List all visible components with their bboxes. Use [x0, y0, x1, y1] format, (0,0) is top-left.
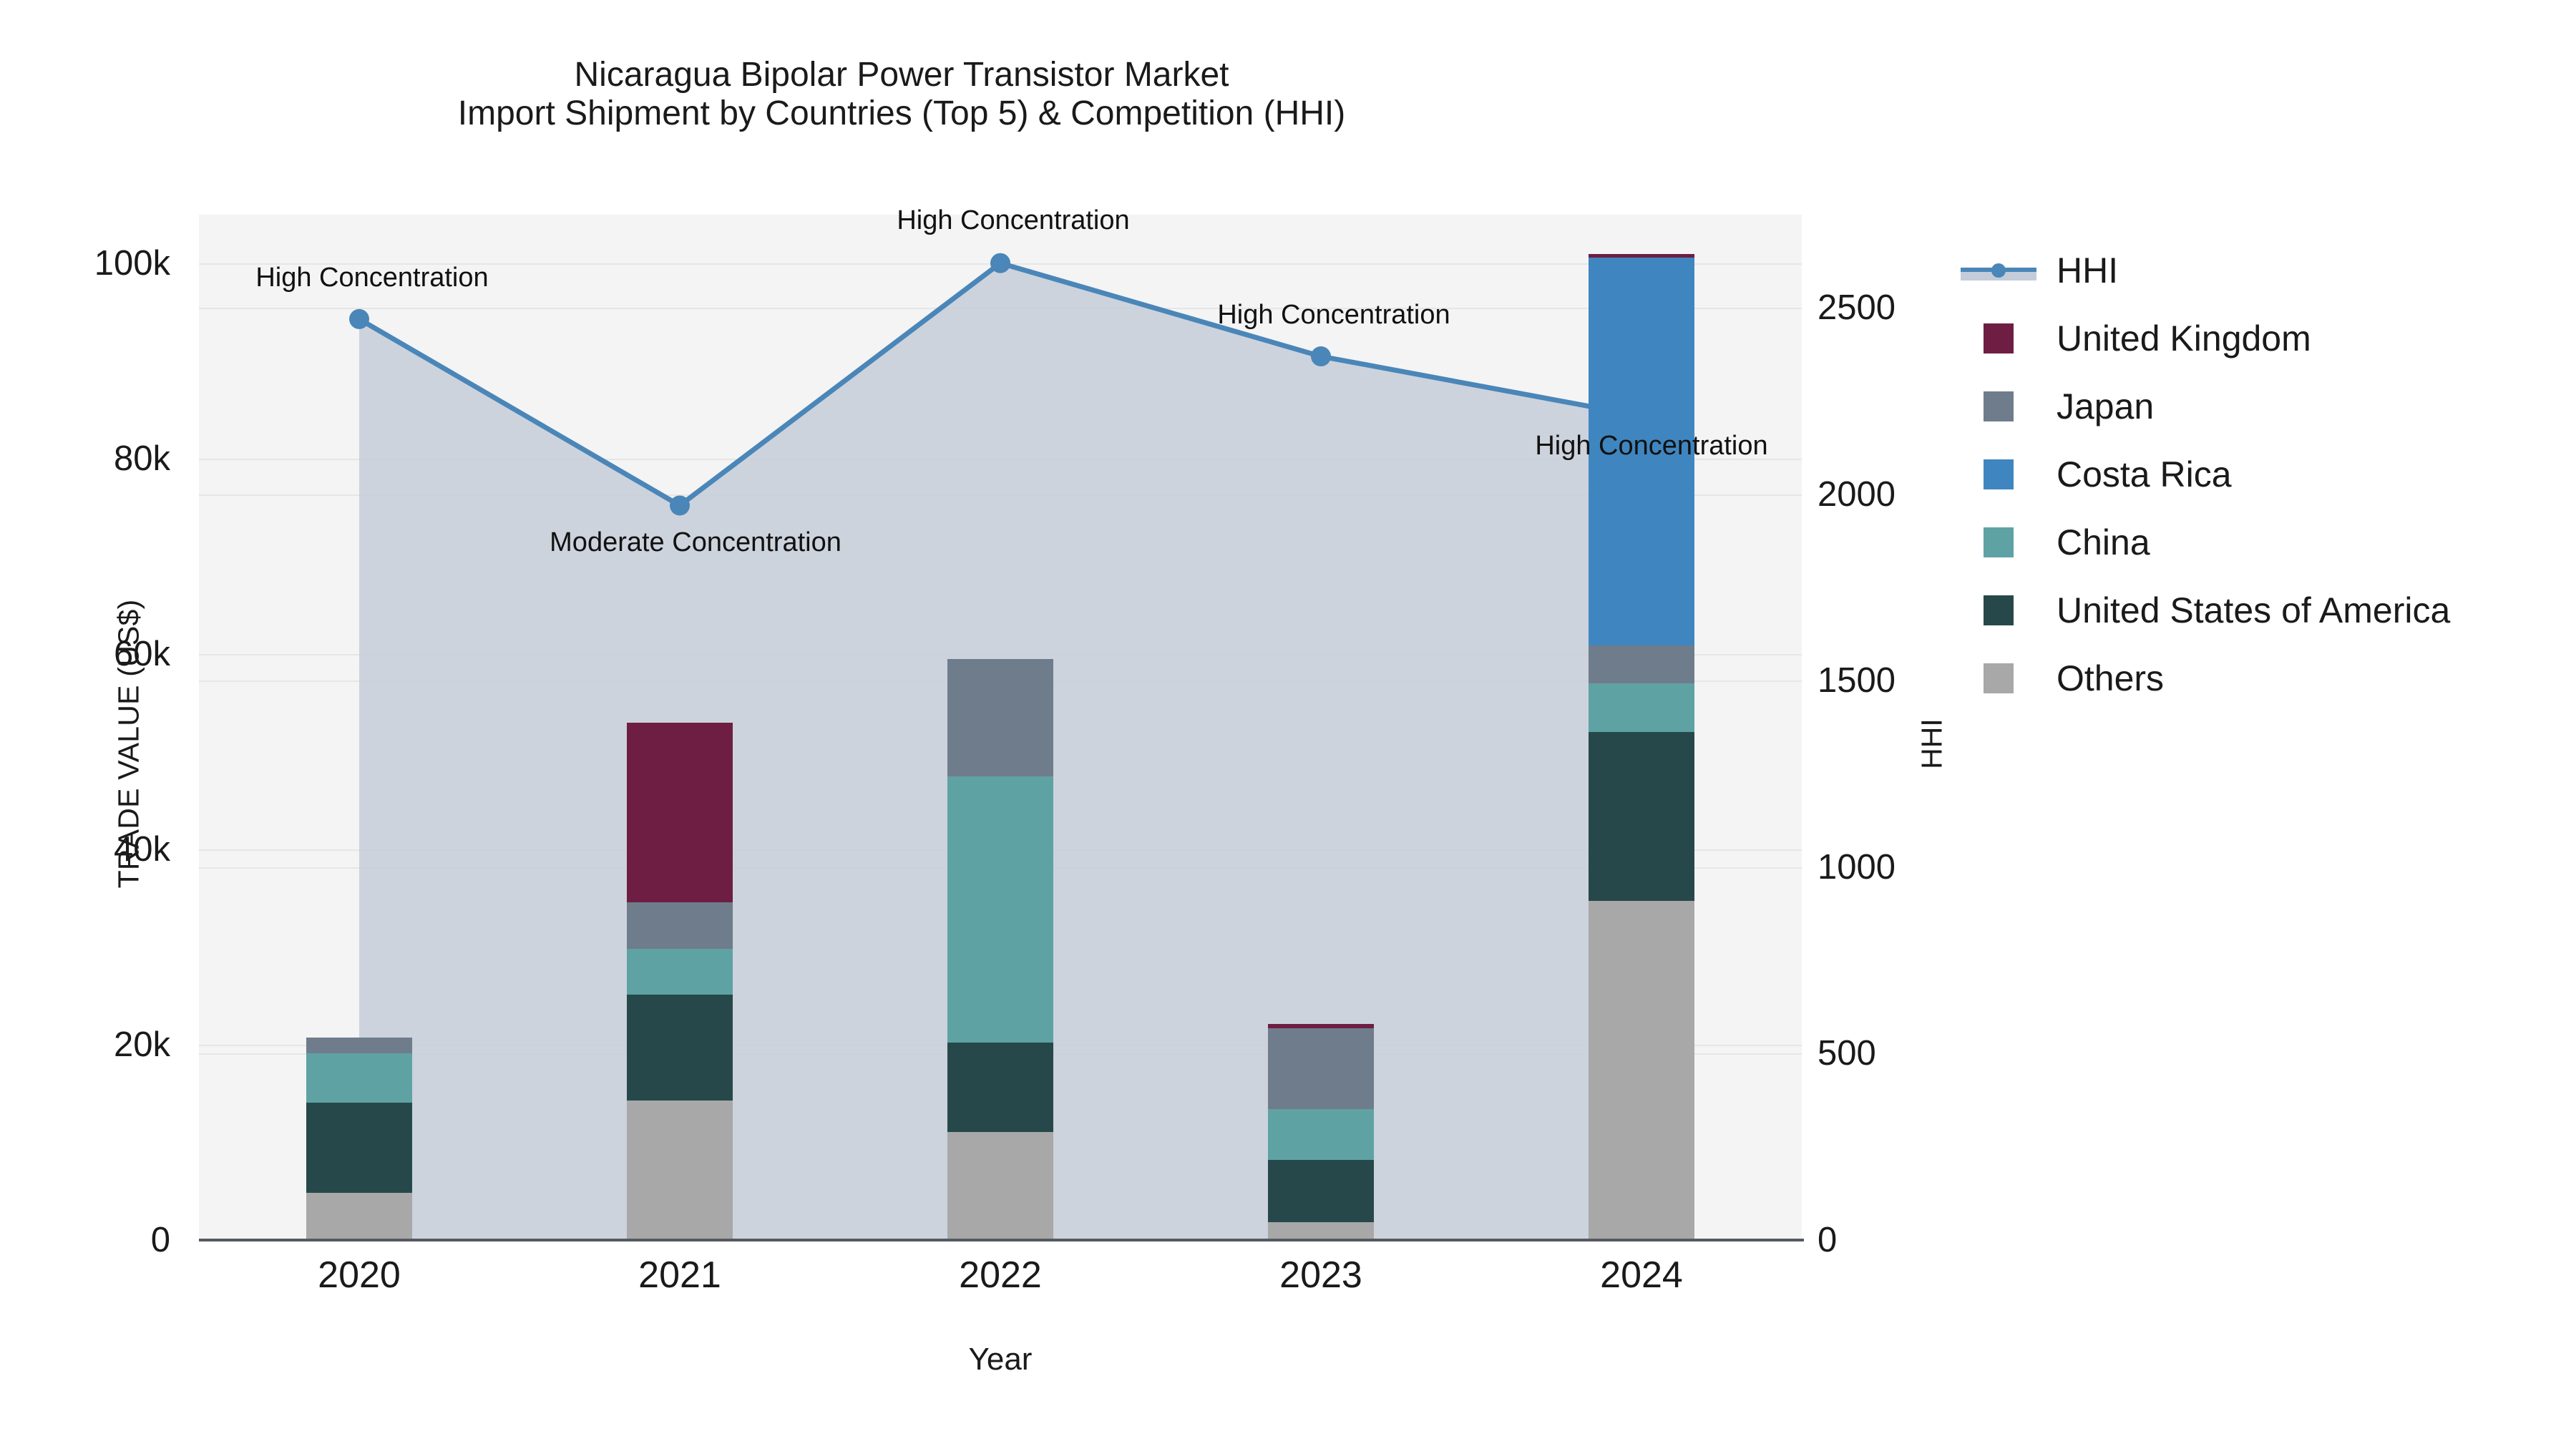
x-tick-2022: 2022: [959, 1254, 1042, 1296]
legend-label: China: [2057, 522, 2150, 562]
bar-group-2023: [1268, 215, 1374, 1240]
legend-label: United States of America: [2057, 590, 2451, 630]
bar-segment-others-2020[interactable]: [306, 1193, 412, 1240]
y-tick-right-500: 500: [1818, 1034, 1876, 1073]
legend: HHI United Kingdom Japan Costa Rica China Uni…: [1961, 236, 2450, 712]
y-tick-right-2000: 2000: [1818, 474, 1896, 514]
bar-segment-united-states-of-america-2020[interactable]: [306, 1102, 412, 1194]
bar-segment-china-2022[interactable]: [947, 776, 1053, 1043]
y-tick-right-1000: 1000: [1818, 847, 1896, 887]
legend-item-china[interactable]: China: [1961, 508, 2450, 576]
legend-line-marker-icon: [1991, 263, 2006, 278]
legend-swatch-key: [1961, 459, 2036, 489]
legend-label: Japan: [2057, 386, 2155, 426]
bar-segment-china-2020[interactable]: [306, 1053, 412, 1103]
y-tick-left-40k: 40k: [113, 830, 170, 869]
legend-swatch-key: [1961, 663, 2036, 693]
y-tick-left-80k: 80k: [113, 439, 170, 479]
x-tick-2023: 2023: [1279, 1254, 1362, 1296]
bar-segment-others-2024[interactable]: [1589, 901, 1694, 1240]
y-tick-right-0: 0: [1818, 1221, 1838, 1259]
legend-item-united-kingdom[interactable]: United Kingdom: [1961, 304, 2450, 372]
bar-segment-china-2024[interactable]: [1589, 683, 1694, 733]
bar-segment-united-kingdom-2023[interactable]: [1268, 1024, 1374, 1028]
legend-label: HHI: [2057, 250, 2119, 291]
legend-swatch-key: [1961, 323, 2036, 353]
annotation-2020: High Concentration: [255, 262, 489, 293]
y-axis-left-label: TRADE VALUE (US$): [112, 599, 145, 889]
y-tick-left-20k: 20k: [113, 1025, 170, 1065]
legend-swatch-key: [1961, 527, 2036, 557]
legend-color-swatch-icon: [1984, 459, 2014, 489]
bar-segment-united-states-of-america-2021[interactable]: [627, 995, 733, 1101]
bar-group-2020: [306, 215, 412, 1240]
bar-segment-japan-2021[interactable]: [627, 902, 733, 950]
legend-color-swatch-icon: [1984, 391, 2014, 421]
annotation-2022: High Concentration: [897, 205, 1130, 235]
legend-item-united-states-of-america[interactable]: United States of America: [1961, 576, 2450, 644]
bars-layer: [199, 215, 1802, 1240]
bar-segment-united-kingdom-2021[interactable]: [627, 722, 733, 902]
bar-segment-others-2022[interactable]: [947, 1131, 1053, 1240]
legend-label: Costa Rica: [2057, 454, 2232, 494]
annotation-2021: Moderate Concentration: [550, 527, 841, 558]
bar-segment-japan-2022[interactable]: [947, 658, 1053, 776]
legend-line-key-icon: [1961, 255, 2036, 286]
page-title: Nicaragua Bipolar Power Transistor Marke…: [0, 56, 1803, 133]
legend-item-costa-rica[interactable]: Costa Rica: [1961, 440, 2450, 508]
annotation-2024: High Concentration: [1535, 431, 1768, 462]
bar-segment-japan-2023[interactable]: [1268, 1028, 1374, 1110]
bar-segment-others-2021[interactable]: [627, 1100, 733, 1240]
y-tick-left-0: 0: [150, 1221, 170, 1259]
x-tick-2020: 2020: [318, 1254, 401, 1296]
bar-segment-china-2023[interactable]: [1268, 1109, 1374, 1161]
y-axis-right-label: HHI: [1915, 718, 1948, 769]
legend-color-swatch-icon: [1984, 595, 2014, 625]
x-axis-label: Year: [968, 1342, 1033, 1377]
legend-color-swatch-icon: [1984, 323, 2014, 353]
y-tick-right-2500: 2500: [1818, 288, 1896, 328]
y-tick-left-60k: 60k: [113, 635, 170, 674]
bar-segment-costa-rica-2024[interactable]: [1589, 258, 1694, 645]
y-tick-left-100k: 100k: [94, 244, 170, 283]
bar-segment-others-2023[interactable]: [1268, 1222, 1374, 1240]
bar-segment-united-states-of-america-2022[interactable]: [947, 1043, 1053, 1132]
legend-label: Others: [2057, 658, 2165, 698]
bar-group-2024: [1589, 215, 1694, 1240]
legend-item-others[interactable]: Others: [1961, 644, 2450, 712]
y-axis-right-ticks: 0 500 1000 1500 2000 2500: [1818, 0, 2032, 1449]
x-tick-2024: 2024: [1600, 1254, 1683, 1296]
bar-segment-china-2021[interactable]: [627, 949, 733, 995]
bar-segment-united-kingdom-2024[interactable]: [1589, 253, 1694, 258]
legend-item-japan[interactable]: Japan: [1961, 372, 2450, 440]
bar-segment-united-states-of-america-2023[interactable]: [1268, 1160, 1374, 1223]
legend-swatch-key: [1961, 595, 2036, 625]
chart-title-line-2: Import Shipment by Countries (Top 5) & C…: [457, 94, 1346, 133]
annotation-2023: High Concentration: [1217, 300, 1450, 330]
bar-segment-japan-2020[interactable]: [306, 1038, 412, 1054]
legend-color-swatch-icon: [1984, 663, 2014, 693]
bar-group-2021: [627, 215, 733, 1240]
legend-color-swatch-icon: [1984, 527, 2014, 557]
y-tick-right-1500: 1500: [1818, 661, 1896, 701]
legend-swatch-key: [1961, 391, 2036, 421]
legend-label: United Kingdom: [2057, 318, 2311, 358]
bar-segment-japan-2024[interactable]: [1589, 645, 1694, 684]
bar-group-2022: [947, 215, 1053, 1240]
y-axis-left-ticks: 0 20k 40k 60k 80k 100k: [0, 0, 186, 1449]
x-axis-baseline: [199, 1239, 1804, 1241]
bar-segment-united-states-of-america-2024[interactable]: [1589, 732, 1694, 902]
legend-item-hhi[interactable]: HHI: [1961, 236, 2450, 304]
chart-title-line-1: Nicaragua Bipolar Power Transistor Marke…: [574, 56, 1229, 94]
x-tick-2021: 2021: [638, 1254, 721, 1296]
